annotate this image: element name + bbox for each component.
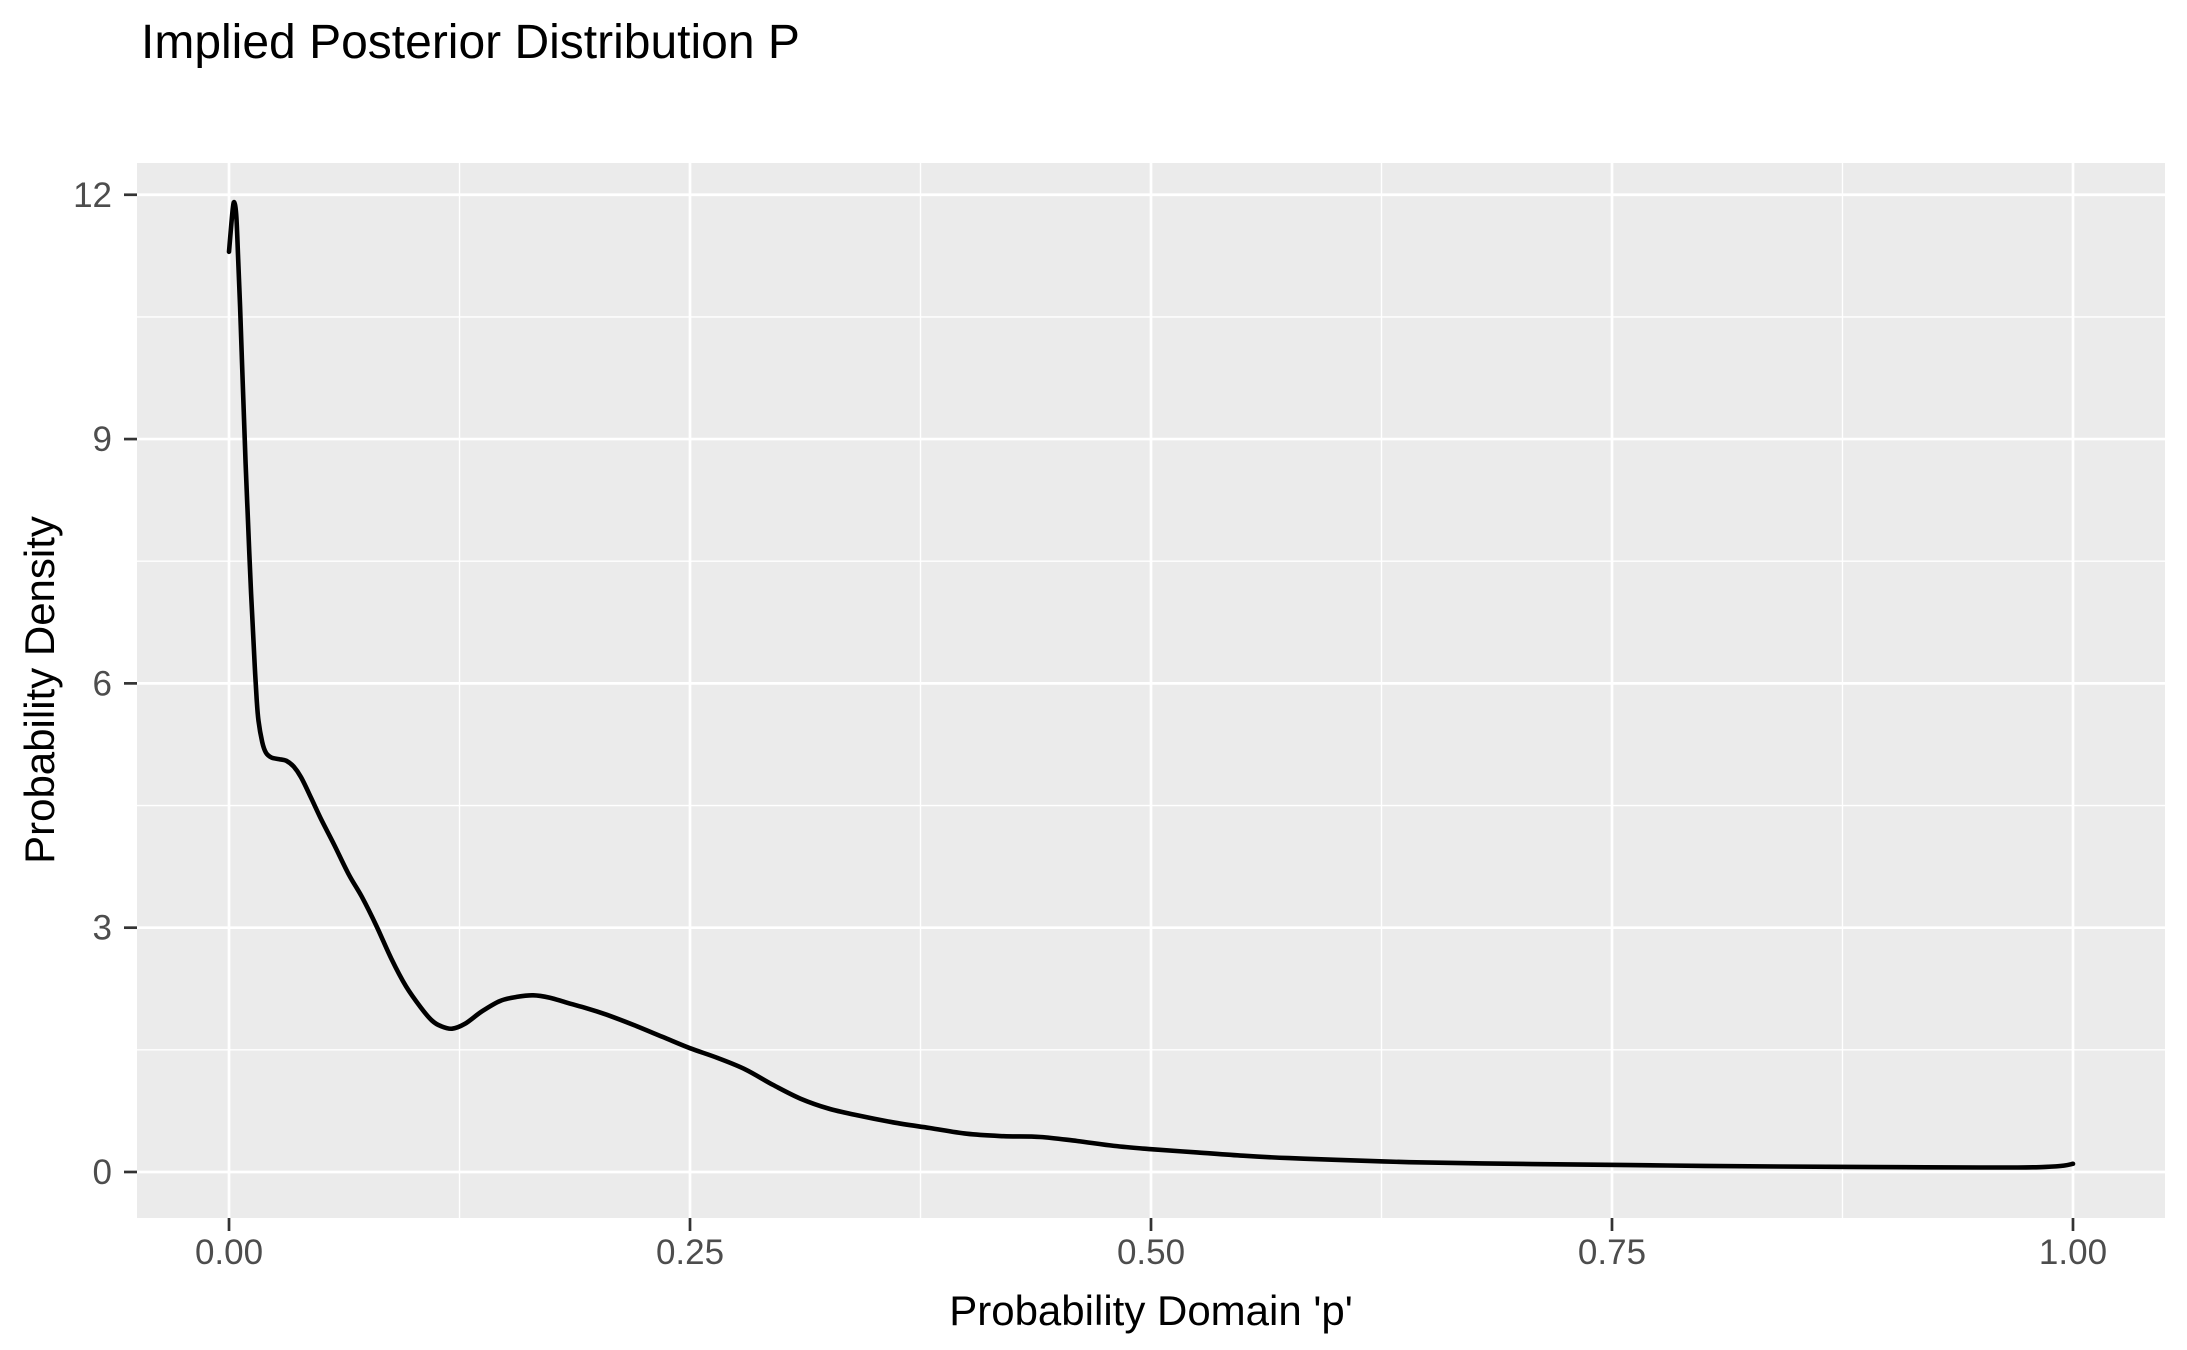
chart-title: Implied Posterior Distribution P — [141, 16, 800, 69]
x-axis-label: Probability Domain 'p' — [949, 1287, 1353, 1334]
axis-tick-marks — [124, 193, 2075, 1231]
x-tick-label: 0.50 — [1117, 1233, 1185, 1272]
y-tick-label: 12 — [73, 176, 112, 215]
x-axis-tick-labels: 0.00 0.25 0.50 0.75 1.00 — [195, 1233, 2107, 1272]
y-tick-label: 9 — [93, 420, 112, 459]
y-tick-label: 6 — [93, 664, 112, 703]
x-tick-label: 0.25 — [656, 1233, 724, 1272]
y-tick-label: 0 — [93, 1153, 112, 1192]
x-tick-label: 0.00 — [195, 1233, 263, 1272]
y-axis-tick-labels: 0 3 6 9 12 — [73, 176, 112, 1192]
density-curve — [226, 199, 2076, 1170]
x-tick-label: 0.75 — [1578, 1233, 1646, 1272]
x-tick-label: 1.00 — [2039, 1233, 2107, 1272]
y-axis-label: Probability Density — [16, 516, 63, 864]
gridlines-major — [137, 163, 2165, 1218]
y-tick-label: 3 — [93, 909, 112, 948]
